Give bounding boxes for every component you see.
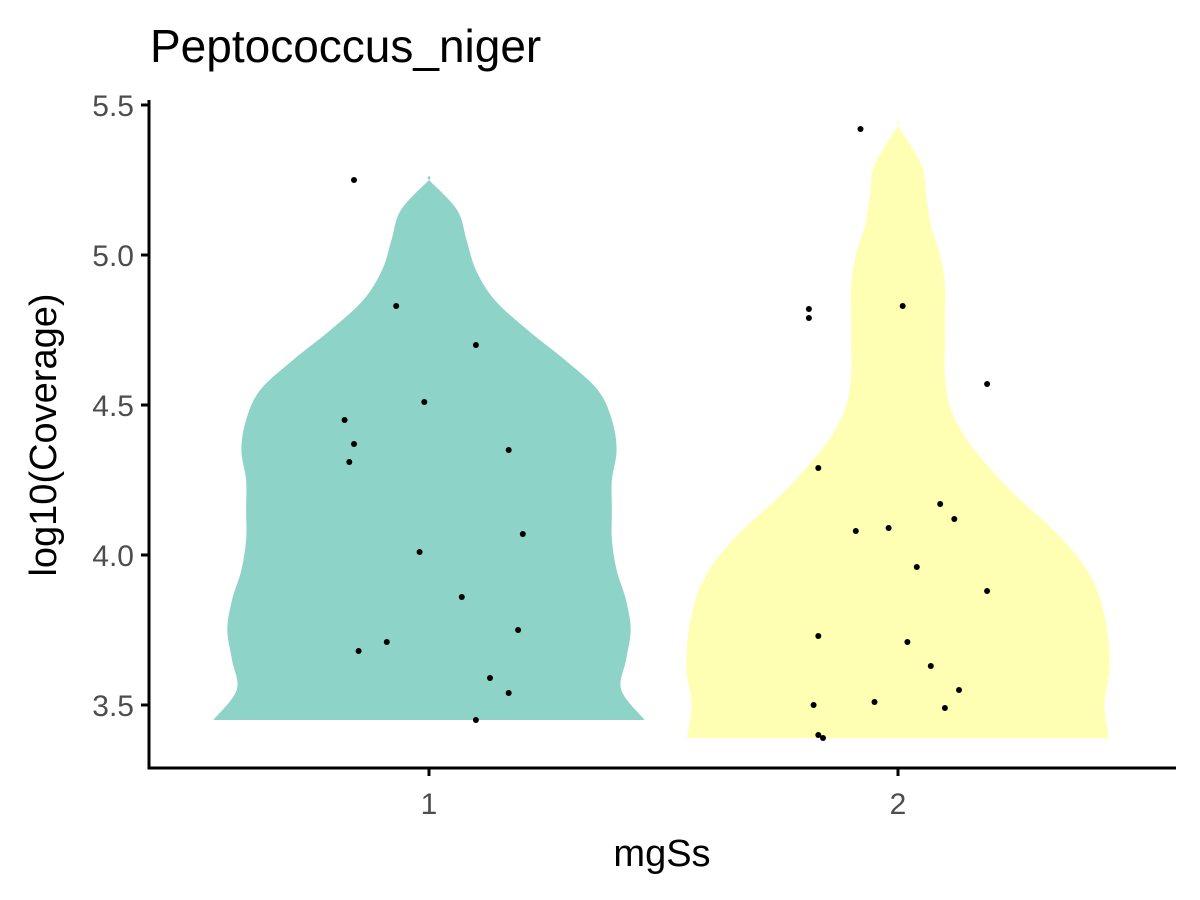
data-point-1-8 xyxy=(519,531,526,537)
violin-2 xyxy=(686,121,1110,738)
data-point-2-5 xyxy=(815,465,822,471)
x-axis-title: mgSs xyxy=(613,833,710,875)
y-axis-title: log10(Coverage) xyxy=(23,293,65,576)
x-tick-label: 2 xyxy=(890,788,907,821)
data-point-2-11 xyxy=(984,588,991,594)
data-point-2-19 xyxy=(815,732,822,738)
y-tick-label: 5.0 xyxy=(92,240,134,273)
data-point-2-10 xyxy=(913,564,920,570)
data-point-2-3 xyxy=(805,315,812,321)
data-point-2-0 xyxy=(857,126,864,132)
data-point-1-9 xyxy=(416,549,423,555)
y-tick-label: 4.5 xyxy=(92,390,134,423)
data-point-1-3 xyxy=(421,399,428,405)
data-point-1-13 xyxy=(355,648,362,654)
data-point-2-8 xyxy=(885,525,892,531)
data-point-2-13 xyxy=(904,639,911,645)
data-point-1-10 xyxy=(458,594,465,600)
data-point-1-12 xyxy=(383,639,390,645)
data-point-1-0 xyxy=(351,177,357,183)
data-point-2-1 xyxy=(805,306,812,312)
chart-title: Peptococcus_niger xyxy=(150,20,541,72)
data-point-2-14 xyxy=(927,663,934,669)
data-point-1-14 xyxy=(487,675,493,681)
y-tick-label: 4.0 xyxy=(92,540,134,573)
data-point-1-1 xyxy=(393,303,400,309)
data-point-1-15 xyxy=(505,690,512,696)
violins-layer xyxy=(213,121,1110,738)
data-point-2-20 xyxy=(820,735,826,741)
data-point-1-6 xyxy=(505,447,512,453)
data-point-2-7 xyxy=(951,516,958,522)
data-point-2-12 xyxy=(815,633,822,639)
points-layer xyxy=(341,126,991,741)
data-point-1-5 xyxy=(351,441,357,447)
data-point-1-2 xyxy=(472,342,479,348)
y-tick-label: 3.5 xyxy=(92,690,134,723)
data-point-1-11 xyxy=(515,627,522,633)
data-point-2-6 xyxy=(937,501,944,507)
data-point-2-17 xyxy=(810,702,817,708)
violin-1 xyxy=(213,176,645,720)
data-point-2-9 xyxy=(852,528,859,534)
y-tick-label: 5.5 xyxy=(92,90,134,123)
data-point-2-18 xyxy=(941,705,948,711)
plot-area xyxy=(213,121,1110,741)
data-point-2-2 xyxy=(899,303,906,309)
data-point-2-16 xyxy=(871,699,878,705)
data-point-1-4 xyxy=(341,417,348,423)
y-axis: 3.5 4.0 4.5 5.0 5.5 xyxy=(92,90,151,769)
data-point-2-15 xyxy=(956,687,962,693)
data-point-1-7 xyxy=(346,459,353,465)
data-point-2-4 xyxy=(984,381,991,387)
data-point-1-16 xyxy=(472,717,479,723)
x-tick-label: 1 xyxy=(421,788,438,821)
